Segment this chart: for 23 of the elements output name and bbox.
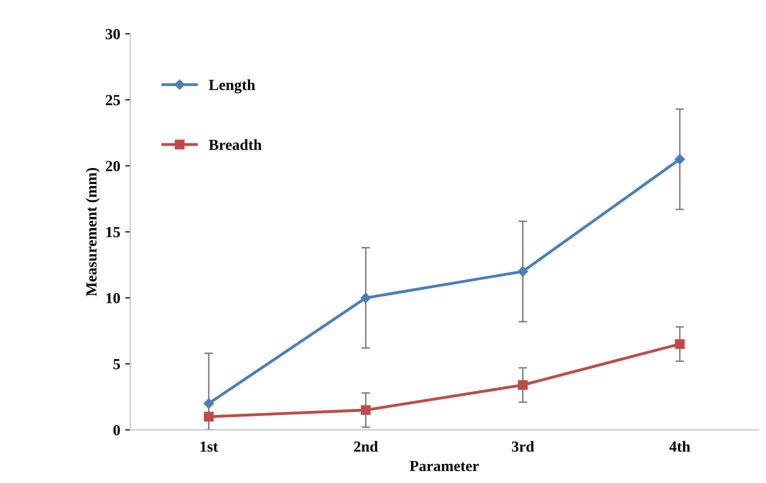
point bbox=[518, 266, 528, 277]
x-tick-label: 1st bbox=[200, 441, 218, 452]
y-tick-label: 30 bbox=[106, 28, 120, 40]
legend-label: Breadth bbox=[208, 139, 262, 150]
x-tick-label: 3rd bbox=[512, 440, 534, 452]
y-tick-label: 5 bbox=[113, 359, 120, 370]
point bbox=[204, 412, 214, 422]
point bbox=[360, 405, 371, 415]
legend-label: Length bbox=[208, 79, 256, 94]
y-axis-title: Measurement (mm) bbox=[86, 168, 100, 296]
y-tick-label: 0 bbox=[113, 425, 120, 436]
y-tick-label: 25 bbox=[106, 95, 120, 106]
point bbox=[360, 292, 371, 303]
y-tick-label: 15 bbox=[106, 227, 120, 238]
point bbox=[518, 380, 528, 390]
y-tick-label: 20 bbox=[106, 160, 120, 172]
x-axis-title: Parameter bbox=[410, 460, 479, 472]
point bbox=[204, 398, 214, 409]
x-tick-label: 2nd bbox=[354, 440, 378, 452]
x-tick-label: 4th bbox=[669, 440, 690, 452]
y-tick-label: 10 bbox=[106, 292, 120, 304]
point bbox=[674, 339, 685, 349]
point bbox=[674, 154, 685, 164]
